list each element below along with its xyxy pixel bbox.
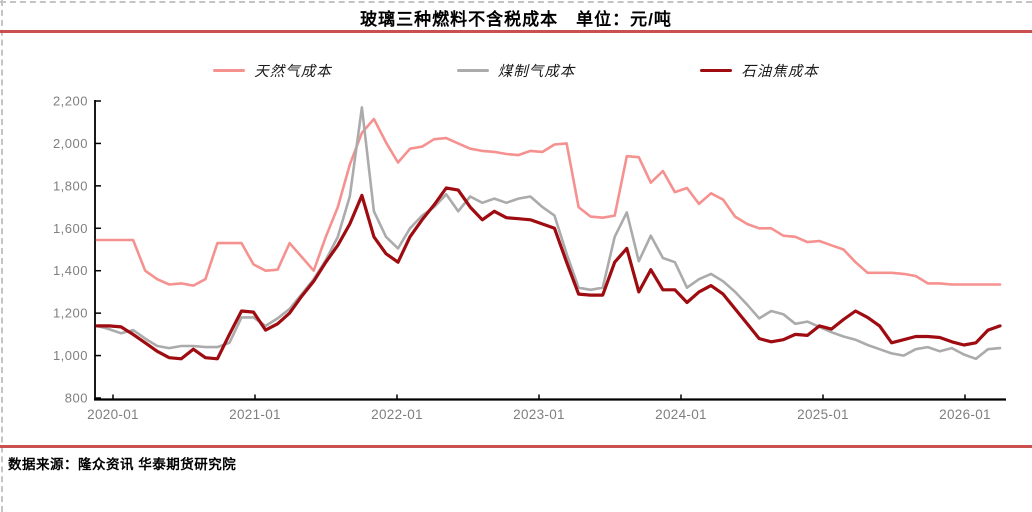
legend-item-natural-gas: 天然气成本 <box>213 60 332 81</box>
x-tick-label: 2026-01 <box>939 407 991 422</box>
series-line-coal_gas <box>95 106 1002 361</box>
chart-legend: 天然气成本 煤制气成本 石油焦成本 <box>0 60 1032 81</box>
legend-label-coal-gas: 煤制气成本 <box>497 64 576 80</box>
x-tick-label: 2020-01 <box>87 407 139 422</box>
legend-item-pet-coke: 石油焦成本 <box>700 60 819 81</box>
y-tick-label: 1,600 <box>53 221 88 236</box>
y-tick-label: 2,000 <box>53 136 88 151</box>
x-tick-label: 2025-01 <box>797 407 849 422</box>
legend-item-coal-gas: 煤制气成本 <box>456 60 576 81</box>
x-tick-label: 2022-01 <box>371 407 423 422</box>
legend-label-natural-gas: 天然气成本 <box>254 64 332 80</box>
y-tick-label: 1,800 <box>53 178 88 193</box>
y-tick-label: 1,400 <box>53 263 88 278</box>
y-tick-label: 1,200 <box>53 306 88 321</box>
data-source-text: 数据来源：隆众资讯 华泰期货研究院 <box>8 457 237 472</box>
line-swatch-icon <box>456 69 489 72</box>
y-tick-label: 2,200 <box>53 94 88 109</box>
title-divider-rule <box>0 30 1032 33</box>
footer-divider-rule <box>0 445 1032 448</box>
line-swatch-icon <box>700 69 733 72</box>
series-line-pet_coke <box>95 186 1002 361</box>
x-tick-label: 2024-01 <box>655 407 707 422</box>
x-tick-label: 2023-01 <box>513 407 565 422</box>
series-line-natural_gas <box>95 117 1002 287</box>
y-tick-label: 800 <box>65 391 88 406</box>
legend-label-pet-coke: 石油焦成本 <box>741 64 819 80</box>
line-swatch-icon <box>213 69 246 72</box>
x-tick-label: 2021-01 <box>229 407 281 422</box>
chart-title: 玻璃三种燃料不含税成本 单位：元/吨 <box>360 10 672 29</box>
page-left-dashed-border <box>1 0 3 512</box>
page-top-dashed-border <box>0 1 1032 3</box>
y-tick-label: 1,000 <box>53 348 88 363</box>
